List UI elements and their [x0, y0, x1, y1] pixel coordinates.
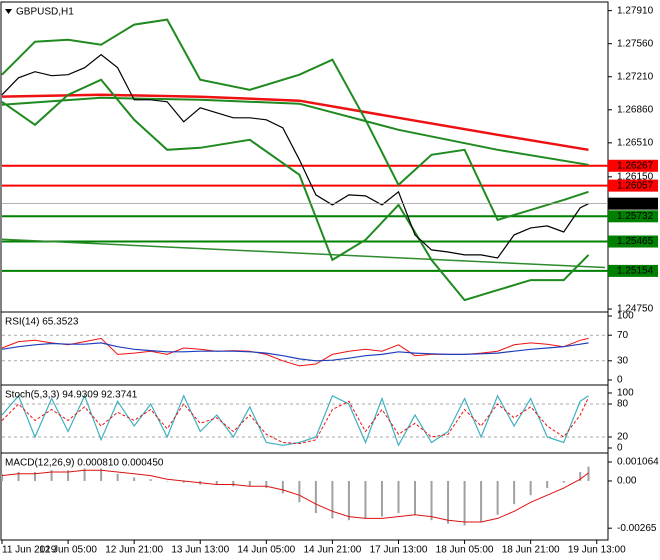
panel-title: GBPUSD,H1 [16, 7, 74, 18]
series-line [1, 469, 589, 523]
histogram-bar [546, 480, 549, 489]
x-tick-label: 11 Jun 2019 [2, 545, 57, 556]
panel-title: MACD(12,26,9) 0.000810 0.000450 [5, 458, 164, 469]
y-tick-label: 1.27910 [617, 5, 654, 16]
level-label-box [608, 179, 658, 192]
histogram-bar [232, 480, 235, 487]
x-tick-label: 18 Jun 21:00 [502, 545, 560, 556]
histogram-bar [133, 477, 136, 481]
histogram-bar [397, 480, 400, 514]
series-line [1, 93, 589, 152]
y-tick-label: 20 [617, 432, 629, 443]
y-tick-label: 1.26150 [617, 171, 654, 182]
y-tick-label: 80 [617, 399, 629, 410]
histogram-bar [587, 466, 590, 481]
histogram-bar [215, 480, 218, 485]
x-tick-label: 13 Jun 13:00 [171, 545, 229, 556]
histogram-bar [430, 480, 433, 521]
x-tick-label: 19 Jun 13:00 [568, 545, 626, 556]
x-tick-label: 17 Jun 13:00 [370, 545, 428, 556]
y-tick-label: 0 [617, 375, 623, 386]
y-tick-label: -0.00265 [617, 523, 657, 534]
x-tick-label: 18 Jun 05:00 [436, 545, 494, 556]
level-label: 1.25465 [617, 236, 654, 247]
series-line [1, 337, 589, 367]
histogram-bar [67, 470, 70, 481]
y-tick-label: 100 [617, 311, 634, 322]
histogram-bar [50, 470, 53, 481]
histogram-bar [529, 480, 532, 496]
level-label-box [608, 159, 658, 172]
histogram-bar [480, 480, 483, 522]
series-line [1, 78, 590, 302]
histogram-bar [17, 472, 20, 481]
histogram-bar [1, 473, 3, 481]
histogram-bar [314, 480, 317, 514]
histogram-bar [298, 480, 301, 503]
series-line [1, 18, 589, 222]
histogram-bar [116, 473, 119, 481]
y-tick-label: 100 [617, 388, 634, 399]
y-tick-label: 30 [617, 355, 629, 366]
histogram-bar [447, 480, 450, 524]
level-label: 1.26267 [617, 160, 654, 171]
level-label: 1.25154 [617, 266, 654, 277]
menu-triangle [5, 9, 12, 14]
histogram-bar [34, 472, 37, 481]
y-tick-label: 1.27560 [617, 38, 654, 49]
y-tick-label: 0.001064 [617, 457, 659, 468]
y-tick-label: 1.26860 [617, 104, 654, 115]
level-label-box [608, 264, 658, 277]
x-tick-label: 12 Jun 21:00 [105, 545, 163, 556]
histogram-bar [513, 480, 516, 505]
histogram-bar [182, 480, 185, 483]
histogram-bar [364, 480, 367, 519]
series-line [1, 53, 589, 259]
x-tick-label: 14 Jun 05:00 [237, 545, 295, 556]
series-line [1, 397, 589, 445]
series-line [1, 238, 606, 269]
panel-title: Stoch(5,3,3) 94.9309 92.3741 [5, 390, 138, 401]
series-line [1, 96, 589, 166]
histogram-bar [265, 480, 268, 489]
panel-title: RSI(14) 65.3523 [5, 317, 79, 328]
y-tick-label: 0 [617, 443, 623, 454]
y-tick-label: 0.00 [617, 476, 637, 487]
histogram-bar [579, 472, 582, 481]
series-line [1, 394, 589, 447]
level-label-box [608, 210, 658, 223]
histogram-bar [562, 480, 565, 483]
histogram-bar [166, 480, 169, 482]
level-label: 1.26057 [617, 180, 654, 191]
last-price-label: 1.25866 [617, 198, 654, 209]
y-tick-label: 1.26510 [617, 137, 654, 148]
histogram-bar [100, 468, 103, 481]
last-price-box [608, 197, 658, 210]
histogram-bar [248, 480, 251, 487]
histogram-bar [83, 468, 86, 481]
level-label: 1.25732 [617, 211, 654, 222]
panel-frame [0, 452, 609, 541]
histogram-bar [281, 480, 284, 494]
histogram-bar [347, 480, 350, 521]
histogram-bar [331, 480, 334, 519]
x-tick-label: 12 Jun 05:00 [39, 545, 97, 556]
histogram-bar [414, 480, 417, 515]
level-label-box [608, 235, 658, 248]
y-tick-label: 1.27210 [617, 71, 654, 82]
histogram-bar [380, 480, 383, 517]
series-line [1, 342, 589, 362]
y-tick-label: 1.24750 [617, 304, 654, 315]
histogram-bar [149, 479, 152, 481]
y-tick-label: 70 [617, 330, 629, 341]
x-tick-label: 14 Jun 21:00 [303, 545, 361, 556]
histogram-bar [463, 480, 466, 526]
histogram-bar [496, 480, 499, 515]
